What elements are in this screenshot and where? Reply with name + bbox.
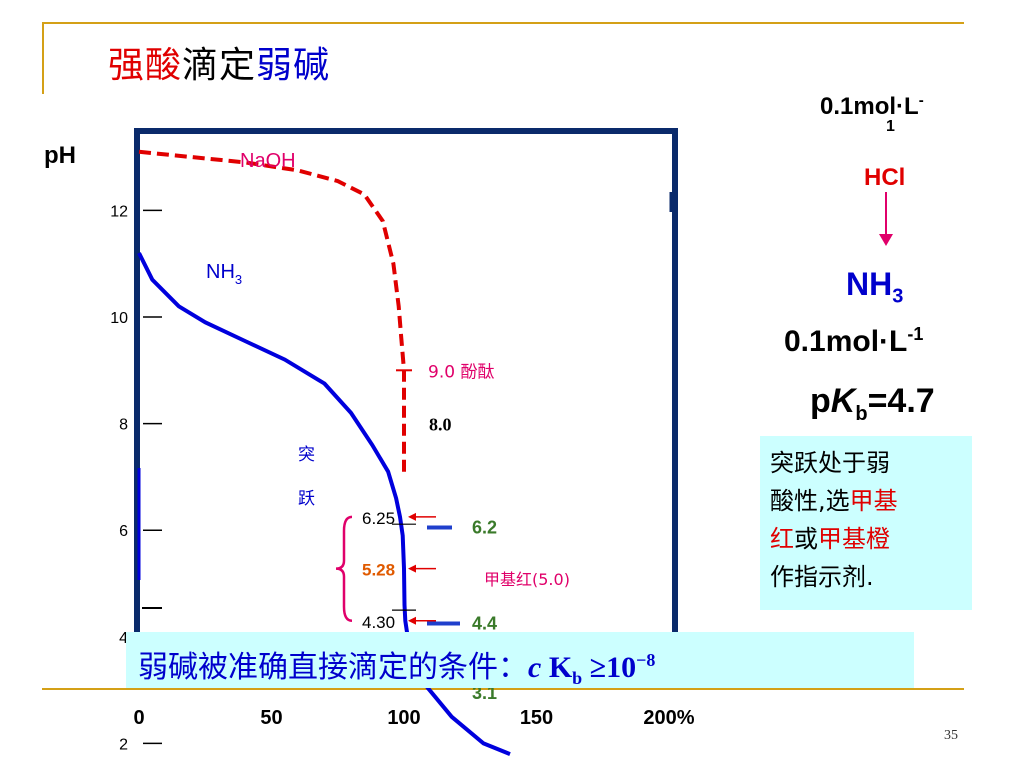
x-tick-label: 50 xyxy=(260,707,282,729)
y-tick-label: 8 xyxy=(119,417,128,434)
y-ticks-group: 2 4 6 8 10 12 xyxy=(110,203,162,753)
pointer-arrow xyxy=(408,512,416,521)
title-titrate: 滴定 xyxy=(182,45,257,86)
jump-brace xyxy=(335,515,353,623)
title-weak-base: 弱碱 xyxy=(256,45,331,86)
pointer-arrow xyxy=(408,564,416,573)
analyte-name: NH3 xyxy=(846,266,904,308)
note-line-3: 红或甲基橙 xyxy=(770,525,890,553)
pkb-value: pKb=4.7 xyxy=(810,382,935,425)
x-tick-label: 100 xyxy=(387,707,420,729)
pointer-arrow xyxy=(408,616,416,625)
titration-condition: 弱碱被准确直接滴定的条件：c Kb ≥10−8 xyxy=(126,632,914,688)
titrant-concentration-wrap: 1 xyxy=(886,118,895,135)
note-line-2: 酸性,选甲基 xyxy=(770,487,898,515)
note-line-1: 突跃处于弱 xyxy=(770,449,890,477)
annotation-6-25: 6.25 xyxy=(362,509,395,528)
annotation-4-4: 4.4 xyxy=(472,613,497,633)
y-tick-label: 4 xyxy=(119,630,128,647)
annotation-4-30: 4.30 xyxy=(362,613,395,632)
x-ticks-group: 0 50 100 150 200% xyxy=(133,707,694,729)
note-line-4: 作指示剂. xyxy=(770,563,874,591)
x-tick-label: 150 xyxy=(520,707,553,729)
annotation-8-0: 8.0 xyxy=(429,415,452,435)
annotation-jump-1: 突 xyxy=(298,445,315,465)
slide-title: 强酸滴定弱碱 xyxy=(108,36,330,88)
analyte-concentration: 0.1mol·L-1 xyxy=(784,324,924,358)
condition-text: 弱碱被准确直接滴定的条件： xyxy=(138,650,528,685)
y-tick-label: 12 xyxy=(110,203,128,220)
annotation-5-28: 5.28 xyxy=(362,561,395,580)
titrant-concentration: 0.1mol·L- xyxy=(820,92,924,120)
x-tick-label: 0 xyxy=(133,707,144,729)
y-tick-label: 2 xyxy=(119,736,128,753)
title-strong-acid: 强酸 xyxy=(108,45,183,86)
annotation-6-2: 6.2 xyxy=(472,518,497,538)
frame-left-rule xyxy=(42,22,44,94)
down-arrow-icon xyxy=(879,192,893,246)
y-tick-label: 10 xyxy=(110,310,128,327)
titrant-name: HCl xyxy=(864,164,906,191)
indicator-note: 突跃处于弱 酸性,选甲基 红或甲基橙 作指示剂. xyxy=(760,436,972,610)
annotation-phenolphthalein: 9.0 酚酞 xyxy=(428,362,494,382)
series-label-nh3: NH3 xyxy=(206,261,242,287)
page-number: 35 xyxy=(944,728,958,743)
annotation-methyl-red: 甲基红(5.0) xyxy=(484,570,570,589)
frame-top-rule xyxy=(42,22,964,24)
condition-expression: c Kb ≥10−8 xyxy=(528,650,656,688)
y-axis-label: pH xyxy=(44,142,76,169)
annotation-jump-2: 跃 xyxy=(298,489,315,509)
frame-bottom-rule xyxy=(42,688,964,690)
series-label-naoh: NaOH xyxy=(240,150,296,172)
y-tick-label: 6 xyxy=(119,523,128,540)
x-tick-label: 200% xyxy=(643,707,694,729)
